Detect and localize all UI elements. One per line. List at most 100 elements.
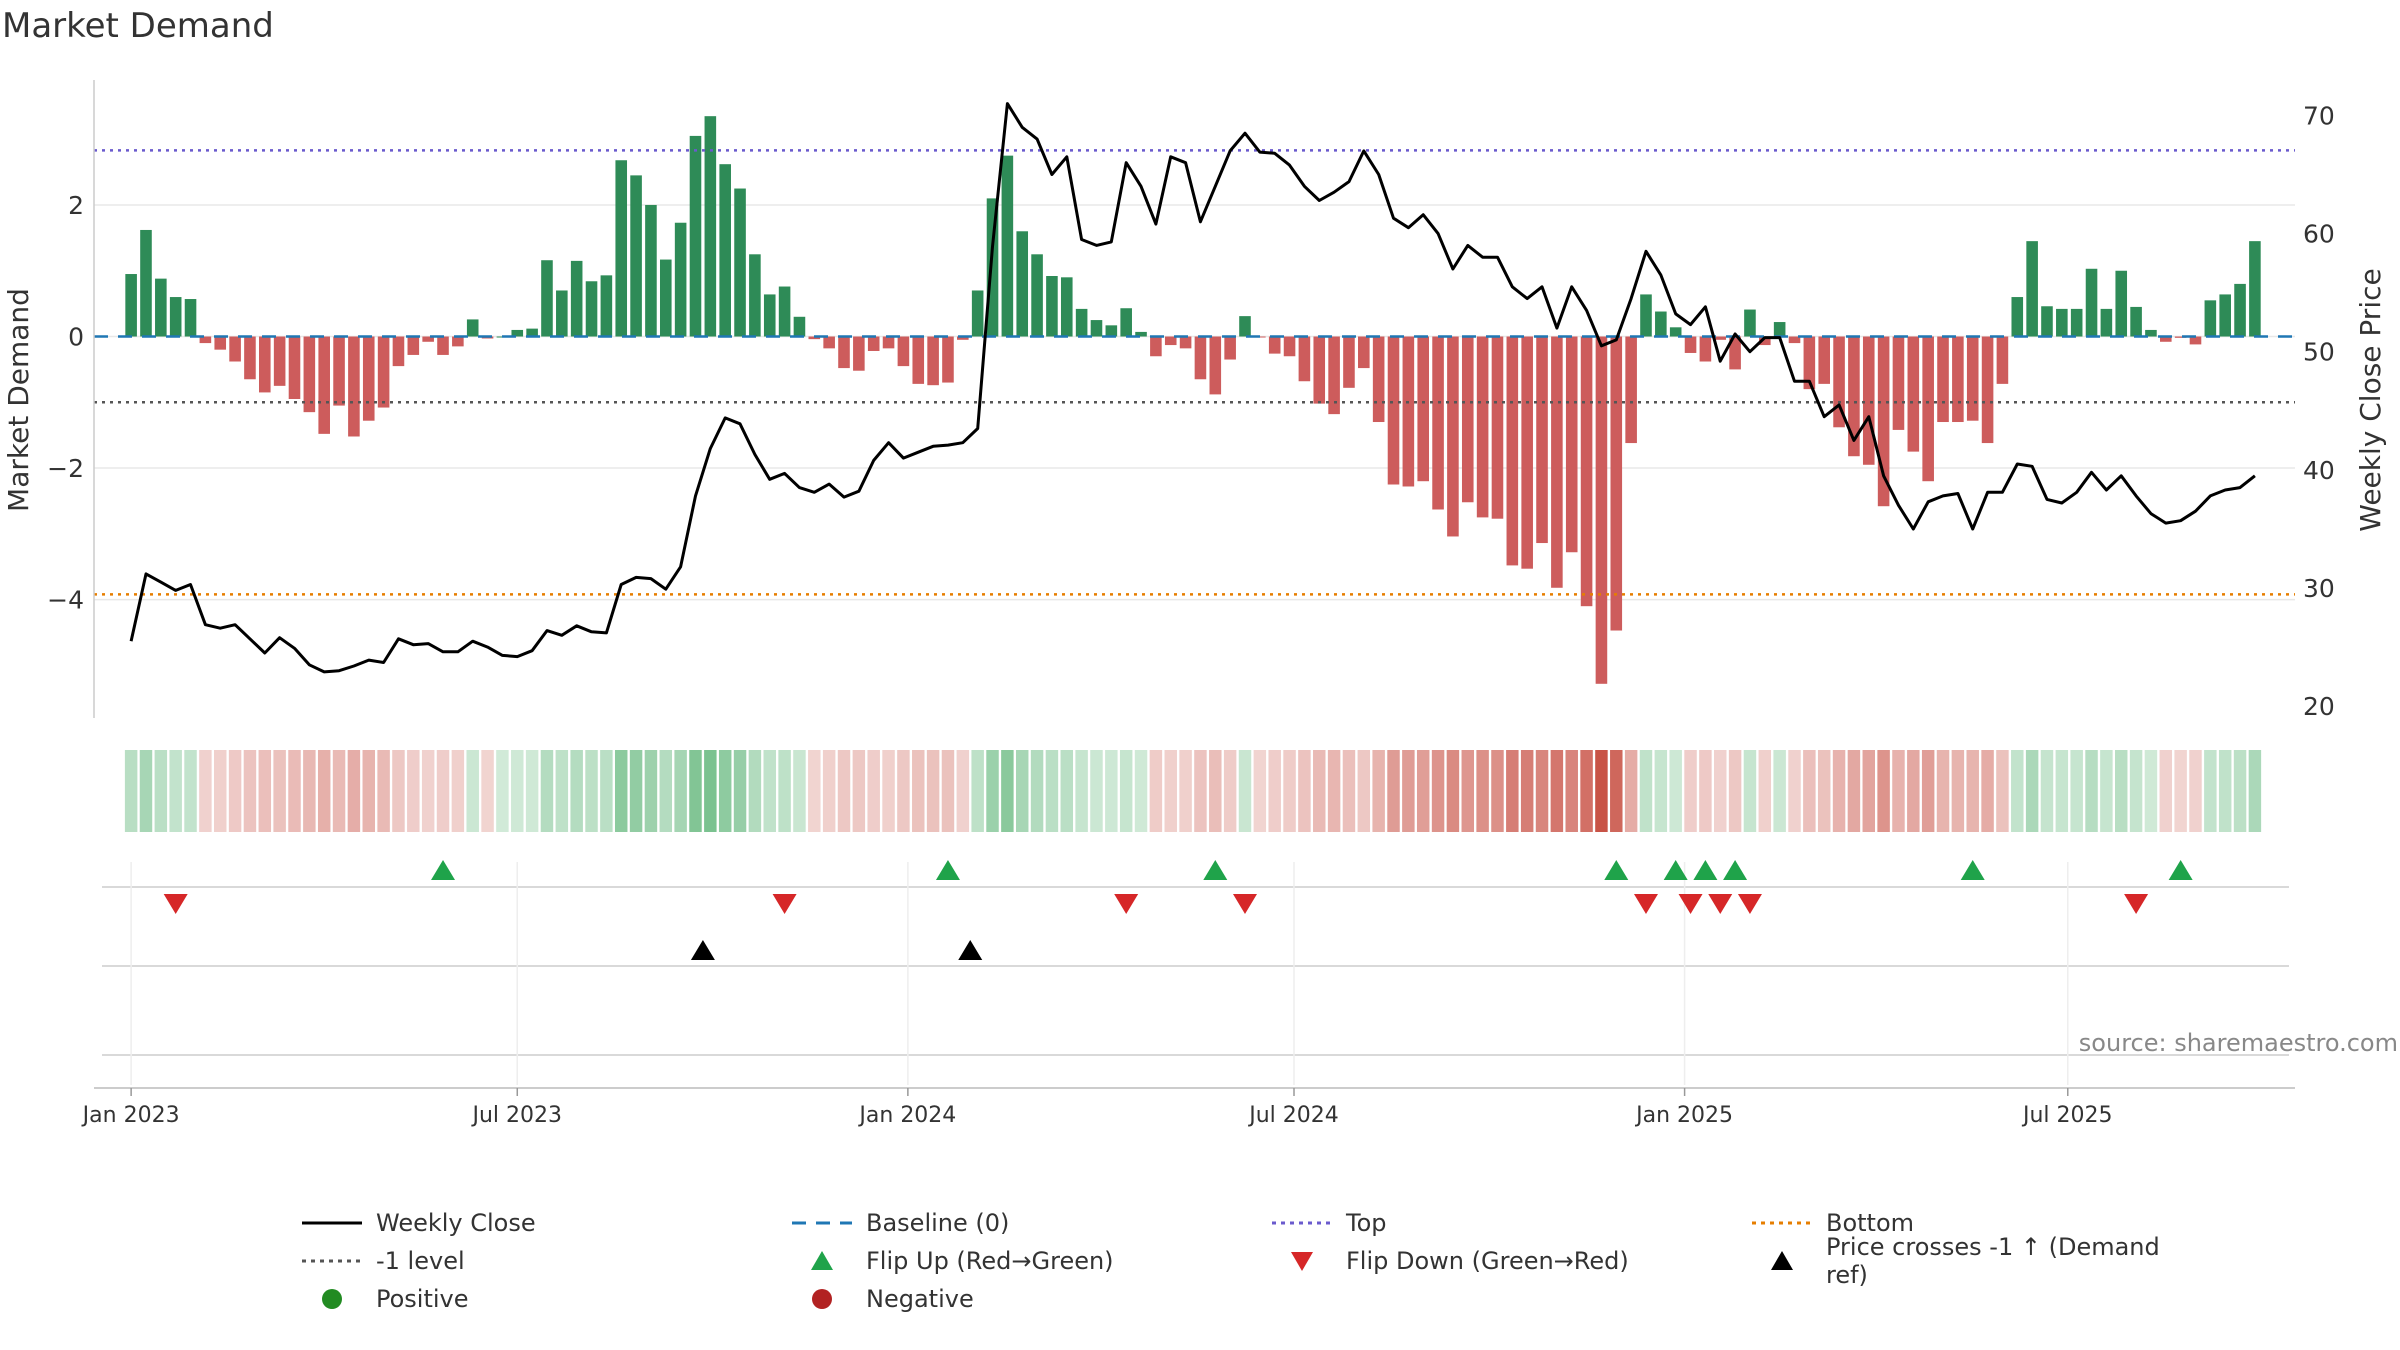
demand-bar-5: [199, 336, 212, 344]
heat-cell-92: [1491, 750, 1504, 832]
demand-bar-84: [1372, 336, 1385, 423]
demand-bar-94: [1521, 336, 1533, 569]
demand-bar-137: [2159, 336, 2172, 342]
legend-label-minus1: -1 level: [376, 1247, 465, 1275]
heat-cell-17: [377, 750, 390, 832]
demand-bar-133: [2100, 308, 2113, 337]
heat-cell-93: [1506, 750, 1519, 832]
demand-bar-95: [1536, 336, 1548, 544]
demand-bar-19: [407, 336, 420, 355]
heat-cell-26: [511, 750, 524, 832]
demand-bar-116: [1848, 336, 1860, 457]
demand-bar-111: [1773, 322, 1786, 337]
heat-cell-33: [614, 750, 628, 832]
heat-cell-73: [1209, 750, 1222, 832]
heat-cell-68: [1134, 750, 1148, 832]
heat-cell-90: [1461, 750, 1475, 832]
heat-cell-134: [2114, 750, 2128, 832]
demand-bar-92: [1491, 336, 1504, 519]
heat-cell-135: [2129, 750, 2143, 832]
cross-marker-0: [690, 940, 715, 960]
demand-bar-132: [2085, 268, 2098, 337]
demand-bar-44: [778, 286, 791, 337]
demand-bar-142: [2234, 283, 2246, 337]
flip-up-marker-5: [1693, 860, 1718, 880]
demand-bar-61: [1031, 254, 1043, 337]
y2-tick-label-4: 30: [2303, 574, 2335, 603]
demand-bar-71: [1179, 336, 1192, 349]
heat-cell-59: [1001, 750, 1014, 832]
demand-bar-66: [1105, 325, 1118, 337]
legend-item-baseline: Baseline (0): [790, 1205, 1009, 1241]
flip-down-marker-2: [1114, 894, 1139, 914]
demand-bar-110: [1759, 336, 1771, 346]
y2-tick-label-5: 20: [2303, 692, 2335, 721]
demand-bar-129: [2041, 306, 2053, 337]
demand-bar-74: [1224, 336, 1236, 360]
demand-bar-7: [229, 336, 241, 362]
demand-bar-12: [303, 336, 316, 413]
y2-tick-label-2: 50: [2303, 338, 2335, 367]
demand-heat-strip: [124, 750, 2262, 832]
heat-cell-88: [1431, 750, 1445, 832]
legend-item-cross: Price crosses -1 ↑ (Demand ref): [1750, 1233, 2200, 1289]
flip-up-marker-0: [431, 860, 456, 880]
heat-cell-128: [2025, 750, 2039, 832]
heat-cell-55: [941, 750, 955, 832]
demand-bar-103: [1655, 311, 1667, 337]
demand-bar-65: [1090, 320, 1103, 337]
legend-item-negative: Negative: [790, 1281, 974, 1317]
heat-cell-87: [1416, 750, 1430, 832]
legend-label-top: Top: [1346, 1209, 1387, 1237]
heat-cell-46: [808, 750, 821, 832]
demand-bar-11: [288, 336, 301, 399]
heat-cell-15: [347, 750, 361, 832]
heat-cell-63: [1060, 750, 1074, 832]
heat-cell-47: [822, 750, 836, 832]
demand-bar-73: [1209, 336, 1222, 395]
heat-cell-23: [466, 750, 479, 832]
heat-cell-105: [1684, 750, 1697, 832]
heat-cell-10: [273, 750, 286, 832]
heat-cell-124: [1966, 750, 1979, 832]
demand-bar-124: [1966, 336, 1979, 421]
demand-bars: [125, 116, 2261, 684]
legend-swatch-minus1: [302, 1259, 362, 1263]
heat-cell-129: [2040, 750, 2054, 832]
demand-bar-63: [1060, 277, 1073, 337]
y2-axis-label: Weekly Close Price: [2354, 268, 2387, 531]
heat-cell-121: [1921, 750, 1935, 832]
demand-bar-52: [897, 336, 910, 367]
heat-cell-16: [362, 750, 375, 832]
heat-cell-84: [1372, 750, 1385, 832]
heat-cell-52: [897, 750, 910, 832]
legend-swatch-close: [302, 1221, 362, 1225]
heat-cell-27: [525, 750, 539, 832]
heat-cell-25: [496, 750, 509, 832]
heat-cell-119: [1892, 750, 1905, 832]
demand-bar-31: [585, 281, 598, 337]
demand-bar-23: [466, 319, 479, 337]
heat-cell-12: [303, 750, 316, 832]
demand-bar-105: [1684, 336, 1697, 353]
heat-cell-65: [1090, 750, 1103, 832]
legend-item-top: Top: [1270, 1205, 1387, 1241]
demand-bar-50: [867, 336, 880, 351]
heat-cell-136: [2144, 750, 2158, 832]
flip-up-marker-4: [1663, 860, 1688, 880]
demand-bar-93: [1506, 336, 1519, 566]
demand-bar-96: [1551, 336, 1563, 588]
demand-bar-106: [1699, 336, 1712, 362]
demand-bar-53: [912, 336, 925, 384]
x-tick-label-4: Jan 2025: [1634, 1103, 1733, 1128]
demand-bar-2: [155, 278, 167, 337]
heat-cell-99: [1595, 750, 1608, 832]
demand-bar-0: [125, 274, 137, 337]
heat-cell-61: [1030, 750, 1044, 832]
heat-cell-57: [971, 750, 984, 832]
demand-bar-107: [1714, 336, 1727, 340]
heat-cell-22: [451, 750, 465, 832]
flip-up-marker-7: [1960, 860, 1985, 880]
flip-down-marker-4: [1633, 894, 1658, 914]
flip-down-marker-8: [2124, 894, 2149, 914]
